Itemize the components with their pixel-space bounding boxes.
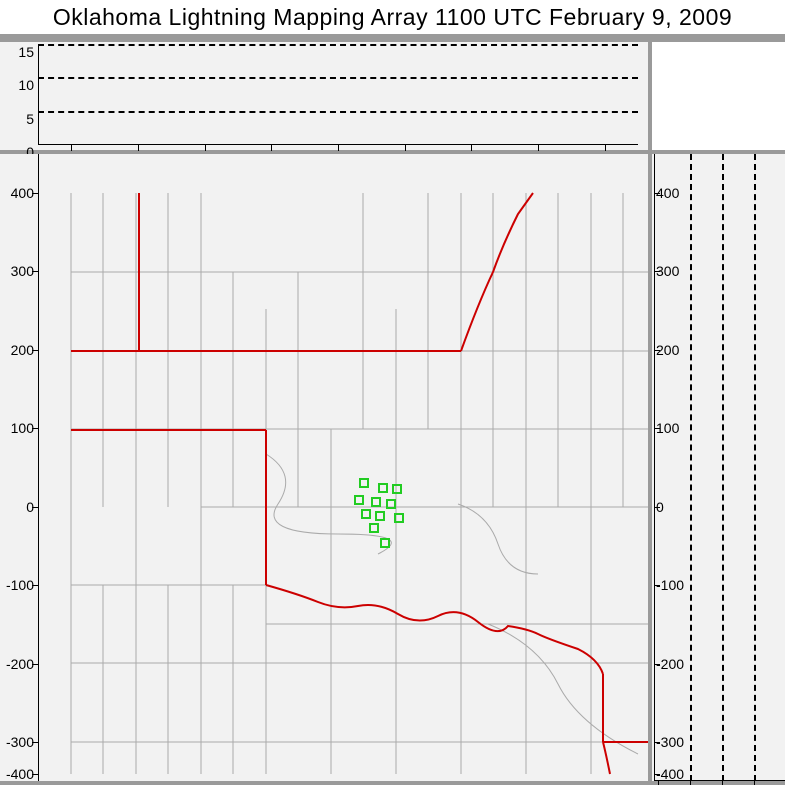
main-ylabel-0: 0 bbox=[0, 499, 34, 515]
top-chart-xtick-100 bbox=[405, 145, 406, 151]
right-ytick--200 bbox=[654, 664, 660, 665]
top-left-chart: 15 10 5 0 -400 -300 -200 -100 0 100 200 … bbox=[0, 42, 648, 150]
right-ylabel--100: -100 bbox=[656, 577, 684, 593]
top-chart-xtick--300 bbox=[138, 145, 139, 151]
title-bar: Oklahoma Lightning Mapping Array 1100 UT… bbox=[0, 0, 785, 38]
lightning-marker-9[interactable] bbox=[394, 513, 404, 523]
top-chart-xtick-0 bbox=[338, 145, 339, 151]
right-xtick-0 bbox=[658, 781, 659, 785]
top-chart-ylabel-10: 10 bbox=[0, 77, 34, 93]
top-chart-xtick--100 bbox=[271, 145, 272, 151]
right-ytick-300 bbox=[654, 271, 660, 272]
top-left-chart-plot-area: 15 10 5 0 -400 -300 -200 -100 0 100 200 … bbox=[38, 44, 638, 144]
main-ylabel--300: -300 bbox=[0, 734, 34, 750]
main-ylabel--200: -200 bbox=[0, 656, 34, 672]
lightning-marker-4[interactable] bbox=[354, 495, 364, 505]
main-map-plot-area: 400 300 200 100 0 -100 -200 -300 -400 -4… bbox=[38, 154, 648, 781]
right-panel-vdash-5 bbox=[690, 154, 692, 781]
right-ytick--400 bbox=[654, 774, 660, 775]
right-ytick-0 bbox=[654, 507, 660, 508]
main-ylabel--100: -100 bbox=[0, 577, 34, 593]
lightning-markers-container bbox=[38, 154, 648, 781]
right-side-panel[interactable]: 400 300 200 100 0 -100 -200 -300 -400 0 … bbox=[652, 154, 785, 781]
main-ylabel--400: -400 bbox=[0, 766, 34, 781]
top-chart-xtick-400 bbox=[605, 145, 606, 151]
lightning-marker-10[interactable] bbox=[369, 523, 379, 533]
right-xtick-10 bbox=[722, 781, 723, 785]
top-chart-xtick--400 bbox=[71, 145, 72, 151]
right-xtick-15 bbox=[754, 781, 755, 785]
main-ylabel-200: 200 bbox=[0, 342, 34, 358]
right-xtick-5 bbox=[690, 781, 691, 785]
right-panel-vdash-15 bbox=[754, 154, 756, 781]
right-ytick-400 bbox=[654, 193, 660, 194]
lightning-marker-3[interactable] bbox=[392, 484, 402, 494]
top-chart-y-axis bbox=[38, 44, 39, 144]
oklahoma-lma-window: Oklahoma Lightning Mapping Array 1100 UT… bbox=[0, 0, 785, 785]
right-ytick-100 bbox=[654, 428, 660, 429]
lightning-marker-7[interactable] bbox=[361, 509, 371, 519]
right-panel-vdash-10 bbox=[722, 154, 724, 781]
main-map-panel[interactable]: 400 300 200 100 0 -100 -200 -300 -400 -4… bbox=[0, 154, 648, 781]
right-ylabel--200: -200 bbox=[656, 656, 684, 672]
top-chart-ylabel-15: 15 bbox=[0, 44, 34, 60]
lightning-marker-6[interactable] bbox=[386, 499, 396, 509]
right-ylabel--300: -300 bbox=[656, 734, 684, 750]
lightning-marker-1[interactable] bbox=[359, 478, 369, 488]
top-right-blank-panel bbox=[652, 42, 785, 150]
top-chart-gridline-15 bbox=[38, 44, 638, 46]
right-ytick--300 bbox=[654, 742, 660, 743]
lightning-marker-8[interactable] bbox=[375, 511, 385, 521]
top-chart-ylabel-5: 5 bbox=[0, 111, 34, 127]
right-panel-y-axis bbox=[654, 154, 655, 781]
lightning-marker-2[interactable] bbox=[378, 483, 388, 493]
top-chart-gridline-10 bbox=[38, 77, 638, 79]
right-ytick-200 bbox=[654, 350, 660, 351]
right-ylabel--400: -400 bbox=[656, 766, 684, 782]
lightning-marker-5[interactable] bbox=[371, 497, 381, 507]
right-ytick--100 bbox=[654, 585, 660, 586]
top-chart-xtick--200 bbox=[205, 145, 206, 151]
right-panel-plot-area: 400 300 200 100 0 -100 -200 -300 -400 0 … bbox=[654, 154, 785, 781]
main-ylabel-300: 300 bbox=[0, 263, 34, 279]
main-ylabel-100: 100 bbox=[0, 420, 34, 436]
top-chart-xtick-200 bbox=[471, 145, 472, 151]
top-chart-xtick-300 bbox=[538, 145, 539, 151]
top-chart-gridline-5 bbox=[38, 111, 638, 113]
window-title: Oklahoma Lightning Mapping Array 1100 UT… bbox=[53, 4, 732, 31]
main-ylabel-400: 400 bbox=[0, 185, 34, 201]
lightning-marker-11[interactable] bbox=[380, 538, 390, 548]
